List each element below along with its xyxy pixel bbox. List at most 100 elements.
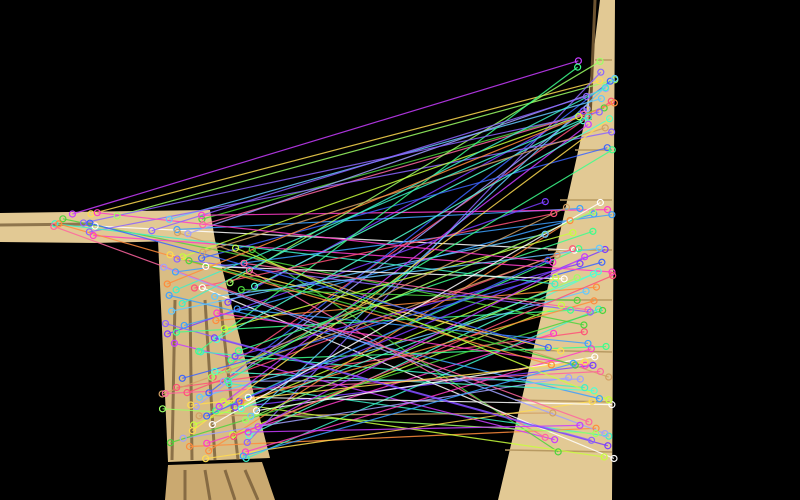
keypoint-circle [161, 389, 169, 398]
keypoint-circle [589, 208, 597, 216]
keypoint-circle [589, 270, 597, 278]
keypoint-circle [591, 353, 599, 361]
keypoint-circle [589, 361, 597, 369]
keypoint-circle [195, 412, 203, 420]
keypoint-circle [608, 211, 616, 219]
keypoint-circle [231, 352, 239, 360]
match-line [175, 116, 589, 291]
keypoint-circle [605, 396, 613, 404]
match-line [151, 95, 587, 232]
keypoint-circle [196, 393, 204, 401]
keypoint-circle [199, 248, 207, 256]
match-line [184, 213, 595, 327]
keypoint-circle [187, 401, 195, 409]
match-line [257, 256, 585, 428]
keypoint-circle [171, 268, 180, 276]
keypoint-circle [583, 105, 591, 113]
match-line [238, 230, 594, 352]
keypoint-circle [576, 421, 584, 429]
keypoint-circle [219, 377, 228, 385]
keypoint-circle [602, 342, 610, 351]
keypoint-circle [165, 291, 173, 299]
keypoint-circle [185, 257, 193, 265]
keypoint-circle [173, 255, 181, 263]
keypoint-circle [597, 95, 605, 103]
match-line [240, 300, 595, 403]
keypoint-circle [584, 120, 592, 128]
match-line [199, 290, 587, 398]
keypoint-circle [557, 347, 565, 355]
match-line [162, 408, 596, 435]
match-line [188, 260, 576, 366]
keypoint-circle [603, 206, 612, 214]
keypoint-circle [557, 301, 566, 309]
keypoint-circle [213, 309, 221, 317]
keypoint-circle [587, 436, 596, 444]
keypoint-circle [178, 299, 186, 308]
keypoint-circle [553, 251, 561, 259]
match-line [165, 370, 601, 395]
keypoint-circle [212, 316, 220, 325]
match-line [212, 100, 612, 378]
match-line [216, 118, 610, 340]
match-line [169, 254, 561, 352]
keypoint-circle [569, 359, 577, 367]
keypoint-circle [184, 230, 192, 238]
keypoint-circle [604, 442, 612, 450]
keypoint-circle [596, 77, 604, 85]
keypoint-circle [582, 287, 590, 295]
keypoint-circle [243, 438, 251, 447]
keypoint-circle [172, 286, 180, 294]
keypoint-circle [580, 328, 588, 336]
keypoint-circle [610, 99, 618, 107]
match-line [212, 201, 601, 426]
match-line [227, 149, 613, 382]
match-line [176, 207, 580, 231]
match-line [223, 401, 605, 458]
match-line [205, 265, 565, 280]
keypoint-circle [226, 279, 234, 287]
keypoint-circle [165, 215, 173, 223]
keypoint-circle [202, 262, 210, 270]
match-line [163, 266, 606, 435]
match-line [167, 201, 546, 335]
keypoint-circle [549, 409, 557, 417]
keypoint-circle [551, 280, 559, 288]
keypoint-circle [211, 367, 219, 376]
keypoint-circle [610, 454, 618, 463]
keypoint-circle [178, 374, 186, 382]
keypoint-circle [237, 286, 245, 294]
match-line [241, 289, 578, 301]
keypoint-circle [233, 305, 241, 313]
keypoint-circle [581, 253, 589, 261]
keypoint-circle [163, 280, 171, 288]
match-line [250, 78, 616, 417]
match-line [89, 222, 549, 349]
keypoint-circle [596, 367, 605, 376]
match-line [201, 107, 605, 220]
keypoint-circle [245, 266, 254, 275]
keypoint-circle [571, 361, 579, 369]
match-line [192, 118, 610, 432]
keypoint-circle [608, 146, 616, 154]
keypoint-circle [584, 339, 592, 348]
match-line [90, 80, 600, 215]
keypoint-circle [207, 373, 216, 381]
keypoint-circle [224, 298, 232, 306]
keypoint-circle [597, 68, 605, 76]
match-line [175, 214, 612, 273]
keypoint-circle [163, 330, 172, 338]
keypoint-circle [172, 328, 181, 336]
match-line [161, 254, 558, 395]
keypoint-circle [584, 306, 592, 314]
keypoint-circle [541, 230, 549, 238]
match-line [215, 286, 597, 322]
keypoint-circle [89, 231, 97, 240]
keypoint-circle [596, 198, 604, 207]
keypoint-circle [595, 244, 603, 252]
keypoint-circle [195, 347, 203, 355]
keypoint-circle [167, 307, 176, 315]
keypoint-circle [576, 260, 584, 268]
keypoint-circle [573, 296, 581, 304]
keypoint-circle [574, 63, 582, 71]
